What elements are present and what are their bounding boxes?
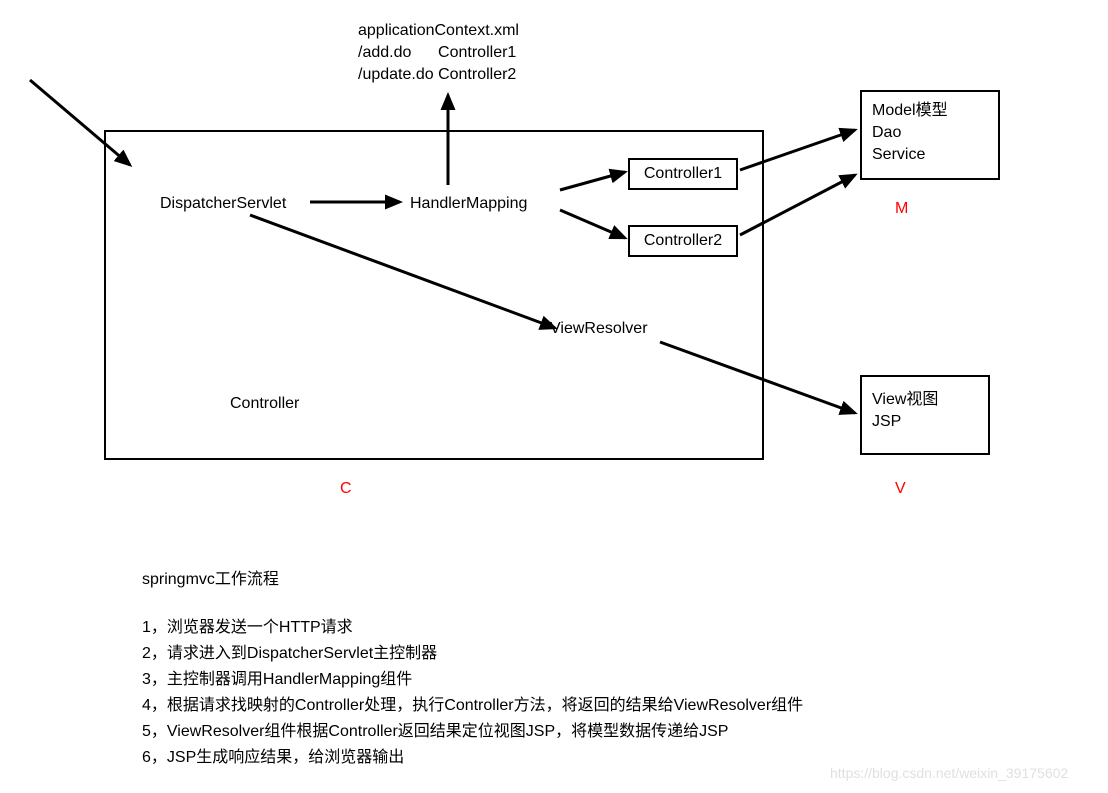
header-line-3: /update.do Controller2 bbox=[358, 64, 519, 86]
model-line-1: Model模型 bbox=[872, 100, 988, 122]
diagram-canvas: applicationContext.xml /add.do Controlle… bbox=[0, 0, 1108, 793]
process-steps: 1，浏览器发送一个HTTP请求 2，请求进入到DispatcherServlet… bbox=[142, 615, 803, 771]
view-line-2: JSP bbox=[872, 411, 978, 433]
step-1: 1，浏览器发送一个HTTP请求 bbox=[142, 615, 803, 641]
step-5: 5，ViewResolver组件根据Controller返回结果定位视图JSP，… bbox=[142, 719, 803, 745]
view-box: View视图 JSP bbox=[860, 375, 990, 455]
dispatcher-servlet-label: DispatcherServlet bbox=[160, 195, 286, 213]
controller-label: Controller bbox=[230, 395, 299, 413]
label-m: M bbox=[895, 200, 908, 218]
process-title: springmvc工作流程 bbox=[142, 565, 279, 589]
header-line-1: applicationContext.xml bbox=[358, 20, 519, 42]
controller1-box: Controller1 bbox=[628, 158, 738, 190]
controller2-box: Controller2 bbox=[628, 225, 738, 257]
label-c: C bbox=[340, 480, 352, 498]
step-4: 4，根据请求找映射的Controller处理，执行Controller方法，将返… bbox=[142, 693, 803, 719]
view-resolver-label: ViewResolver bbox=[550, 320, 648, 338]
view-line-1: View视图 bbox=[872, 389, 978, 411]
model-box: Model模型 Dao Service bbox=[860, 90, 1000, 180]
step-2: 2，请求进入到DispatcherServlet主控制器 bbox=[142, 641, 803, 667]
controller2-text: Controller2 bbox=[644, 232, 722, 249]
watermark-text: https://blog.csdn.net/weixin_39175602 bbox=[830, 765, 1068, 781]
step-3: 3，主控制器调用HandlerMapping组件 bbox=[142, 667, 803, 693]
header-line-2: /add.do Controller1 bbox=[358, 42, 519, 64]
model-line-3: Service bbox=[872, 144, 988, 166]
handler-mapping-label: HandlerMapping bbox=[410, 195, 527, 213]
model-line-2: Dao bbox=[872, 122, 988, 144]
step-6: 6，JSP生成响应结果，给浏览器输出 bbox=[142, 745, 803, 771]
label-v: V bbox=[895, 480, 906, 498]
app-context-header: applicationContext.xml /add.do Controlle… bbox=[358, 20, 519, 86]
controller1-text: Controller1 bbox=[644, 165, 722, 182]
